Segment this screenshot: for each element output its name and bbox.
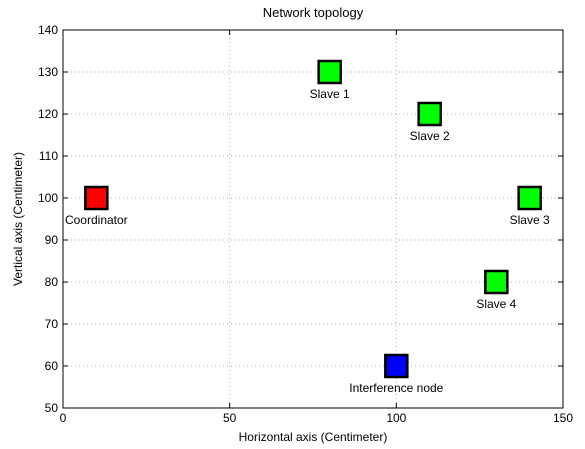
y-tick-label: 140 bbox=[38, 23, 58, 37]
data-points: Coordinator Slave 1 Slave 2 Slave 3 Slave 4 I… bbox=[65, 59, 550, 395]
y-tick-label: 130 bbox=[38, 65, 58, 79]
node-marker bbox=[84, 185, 109, 211]
y-tick-label: 120 bbox=[38, 107, 58, 121]
y-tick-label: 90 bbox=[45, 233, 59, 247]
grid bbox=[63, 30, 563, 408]
y-tick-label: 70 bbox=[45, 317, 59, 331]
node-label: Coordinator bbox=[65, 213, 128, 227]
node-marker bbox=[517, 185, 542, 211]
node-marker bbox=[417, 101, 442, 127]
node-label: Interference node bbox=[349, 381, 443, 395]
y-tick-label: 50 bbox=[45, 401, 59, 415]
y-tick-label: 80 bbox=[45, 275, 59, 289]
x-tick-label: 100 bbox=[386, 411, 406, 425]
node-marker bbox=[484, 269, 509, 295]
x-tick-label: 150 bbox=[553, 411, 573, 425]
y-tick-label: 60 bbox=[45, 359, 59, 373]
x-tick-label: 0 bbox=[60, 411, 67, 425]
plot-area-frame bbox=[62, 29, 564, 409]
node-label: Slave 3 bbox=[510, 213, 550, 227]
node-marker bbox=[384, 353, 409, 379]
y-axis-label: Vertical axis (Centimeter) bbox=[11, 152, 25, 286]
y-tick-label: 100 bbox=[38, 191, 58, 205]
x-axis-label: Horizontal axis (Centimeter) bbox=[239, 430, 388, 444]
node-label: Slave 2 bbox=[410, 129, 450, 143]
y-tick-label: 110 bbox=[39, 149, 58, 163]
chart-title: Network topology bbox=[263, 5, 364, 20]
node-label: Slave 1 bbox=[310, 87, 350, 101]
x-tick-label: 50 bbox=[223, 411, 237, 425]
node-marker bbox=[317, 59, 342, 85]
node-label: Slave 4 bbox=[476, 297, 516, 311]
